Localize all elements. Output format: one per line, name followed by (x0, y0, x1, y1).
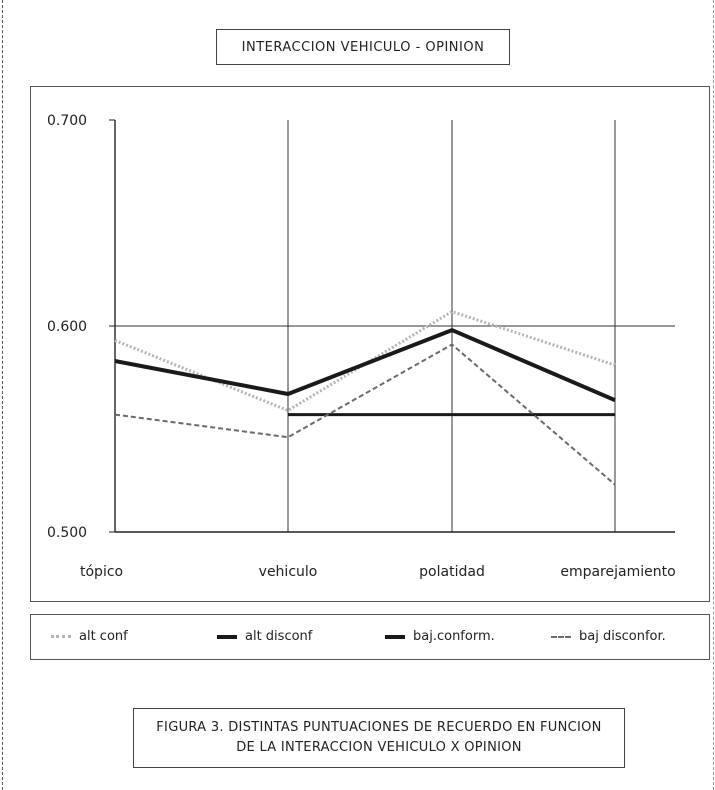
scan-border-right (713, 0, 714, 790)
line-chart: 0.700 0.600 0.500 tópico vehiculo polatidad em… (47, 113, 676, 580)
legend-swatch-baj-conform (385, 634, 405, 639)
legend-item-alt-disconf: alt disconf (217, 629, 312, 644)
series-alt-disconf (114, 328, 616, 403)
legend-swatch-alt-conf (51, 635, 71, 638)
legend-item-baj-disconfor: baj disconfor. (551, 629, 666, 644)
figure-caption: FIGURA 3. DISTINTAS PUNTUACIONES DE RECU… (133, 708, 625, 768)
x-tick-label: vehiculo (259, 564, 318, 580)
y-tick-label: 0.700 (47, 113, 87, 129)
legend-swatch-alt-disconf (217, 634, 237, 639)
x-tick-label: tópico (80, 564, 123, 580)
legend-item-baj-conform: baj.conform. (385, 629, 495, 644)
caption-line-1: FIGURA 3. DISTINTAS PUNTUACIONES DE RECU… (156, 720, 602, 735)
legend: alt conf alt disconf baj.conform. baj di… (30, 614, 710, 660)
chart-title: INTERACCION VEHICULO - OPINION (216, 29, 510, 65)
legend-label-alt-disconf: alt disconf (245, 629, 313, 644)
legend-label-baj-disconfor: baj disconfor. (579, 629, 666, 644)
legend-item-alt-conf: alt conf (51, 629, 128, 644)
legend-label-baj-conform: baj.conform. (413, 629, 495, 644)
series-baj-disconfor (114, 343, 616, 486)
series-alt-conf (114, 310, 616, 412)
caption-line-2: DE LA INTERACCION VEHICULO X OPINION (236, 740, 522, 755)
plot-frame (30, 86, 710, 602)
scan-border-left (2, 0, 3, 790)
y-tick-label: 0.600 (47, 319, 87, 335)
legend-label-alt-conf: alt conf (79, 629, 128, 644)
x-tick-label: polatidad (419, 564, 485, 580)
x-tick-label: emparejamiento (560, 564, 675, 580)
y-tick-label: 0.500 (47, 525, 87, 541)
legend-swatch-baj-disconfor (551, 635, 571, 638)
